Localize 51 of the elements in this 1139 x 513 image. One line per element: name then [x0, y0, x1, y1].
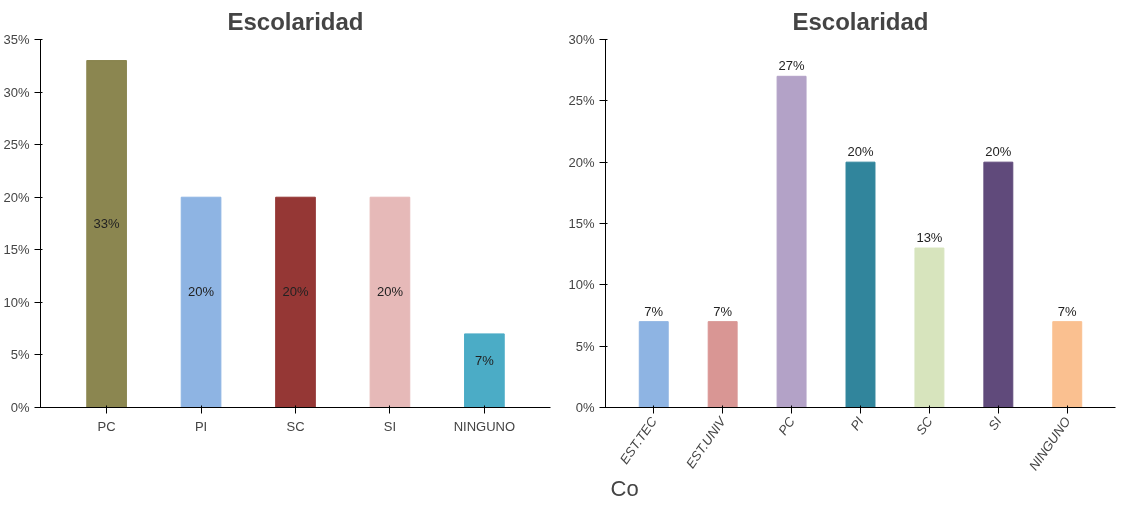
- data-label: 7%: [474, 352, 495, 368]
- y-tick-label: 0%: [575, 400, 595, 415]
- x-tick-label: NINGUNO: [453, 418, 516, 434]
- data-label: 27%: [778, 58, 806, 74]
- y-tick-label: 10%: [3, 294, 30, 310]
- y-tick-label: 20%: [3, 189, 30, 205]
- x-tick-label: SC: [286, 418, 305, 434]
- data-label: 7%: [713, 303, 733, 319]
- y-tick-label: 30%: [568, 32, 595, 47]
- chart-title: Escolaridad: [792, 7, 929, 35]
- y-tick-label: 15%: [568, 216, 595, 231]
- x-tick-label: PI: [194, 418, 208, 434]
- y-tick-label: 30%: [3, 84, 30, 100]
- data-label: 7%: [644, 303, 664, 319]
- y-tick-label: 5%: [575, 338, 595, 354]
- y-tick-label: 10%: [568, 277, 595, 293]
- bar: [914, 247, 945, 408]
- data-label: 20%: [985, 144, 1012, 160]
- bar: [86, 60, 127, 408]
- data-label: 13%: [916, 230, 943, 246]
- x-tick-label: PC: [775, 413, 799, 438]
- y-tick-label: 20%: [568, 154, 595, 170]
- x-tick-label: PC: [97, 418, 116, 434]
- y-tick-label: 25%: [3, 137, 30, 153]
- y-tick-label: 0%: [10, 400, 30, 415]
- bar: [845, 161, 876, 408]
- data-label: 20%: [376, 284, 404, 300]
- bar: [275, 196, 316, 408]
- y-tick-label: 25%: [568, 93, 595, 109]
- chart-title: Escolaridad: [227, 7, 364, 35]
- bar: [776, 75, 807, 408]
- x-tick-label: SI: [985, 413, 1005, 433]
- data-label: 33%: [93, 216, 121, 231]
- y-tick-label: 15%: [3, 242, 30, 258]
- x-tick-label: SC: [912, 413, 936, 438]
- data-label: 20%: [847, 144, 874, 160]
- text: Co: [610, 475, 639, 501]
- bar: [638, 321, 669, 408]
- bar: [180, 196, 222, 408]
- x-tick-label: PI: [847, 413, 867, 433]
- bar: [707, 321, 738, 408]
- data-label: 20%: [282, 284, 309, 300]
- y-tick-label: 35%: [3, 32, 30, 47]
- data-label: 20%: [188, 284, 215, 300]
- bar: [983, 161, 1014, 408]
- bar: [464, 333, 505, 408]
- data-label: 7%: [1057, 303, 1078, 319]
- y-tick-label: 5%: [10, 347, 30, 363]
- x-tick-label: SI: [383, 418, 397, 434]
- bar: [369, 196, 411, 408]
- bar: [1052, 321, 1083, 408]
